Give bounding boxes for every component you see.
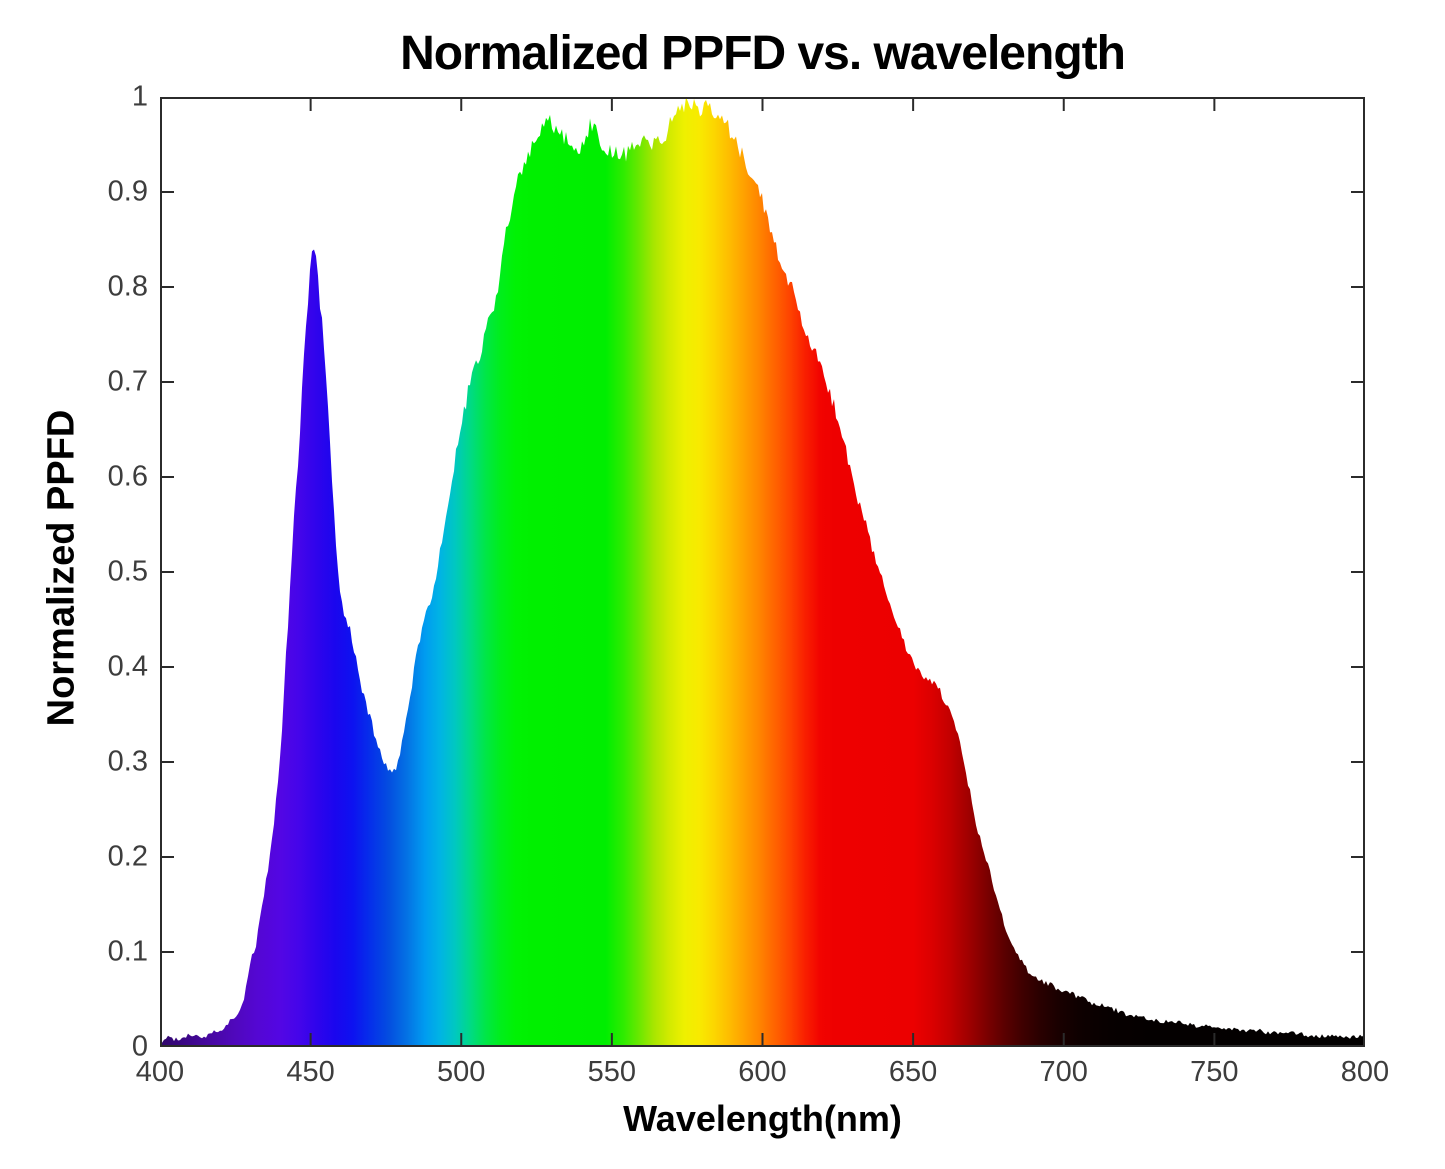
axis-border — [160, 97, 1365, 1047]
y-tick-label: 1 — [131, 80, 148, 113]
y-tick-label: 0.7 — [107, 365, 148, 398]
spectrum-area-series — [160, 97, 1365, 1047]
chart-title: Normalized PPFD vs. wavelength — [400, 27, 1126, 80]
x-tick-label: 550 — [587, 1056, 637, 1088]
x-tick-label: 650 — [888, 1056, 938, 1088]
x-tick-label: 450 — [286, 1056, 335, 1088]
y-tick-label: 0.4 — [107, 650, 148, 683]
x-tick-label: 600 — [738, 1056, 787, 1088]
x-tick-label: 700 — [1039, 1056, 1088, 1088]
y-tick-label: 0.9 — [107, 175, 148, 208]
y-tick-label: 0.6 — [107, 460, 148, 493]
y-tick-label: 0 — [131, 1030, 148, 1063]
x-tick-label: 800 — [1340, 1056, 1390, 1088]
y-tick-label: 0.3 — [107, 745, 148, 778]
y-tick-label: 0.5 — [107, 555, 148, 588]
x-tick-label: 400 — [135, 1056, 185, 1088]
y-axis-label: Normalized PPFD — [40, 409, 83, 727]
plot-svg — [159, 97, 1366, 1047]
y-tick-label: 0.2 — [107, 840, 148, 873]
x-tick-label: 750 — [1190, 1056, 1239, 1088]
plot-area — [159, 97, 1366, 1047]
x-axis-label: Wavelength(nm) — [623, 1098, 902, 1139]
x-tick-label: 500 — [437, 1056, 486, 1088]
y-tick-label: 0.1 — [107, 935, 148, 968]
y-tick-label: 0.8 — [107, 270, 148, 303]
